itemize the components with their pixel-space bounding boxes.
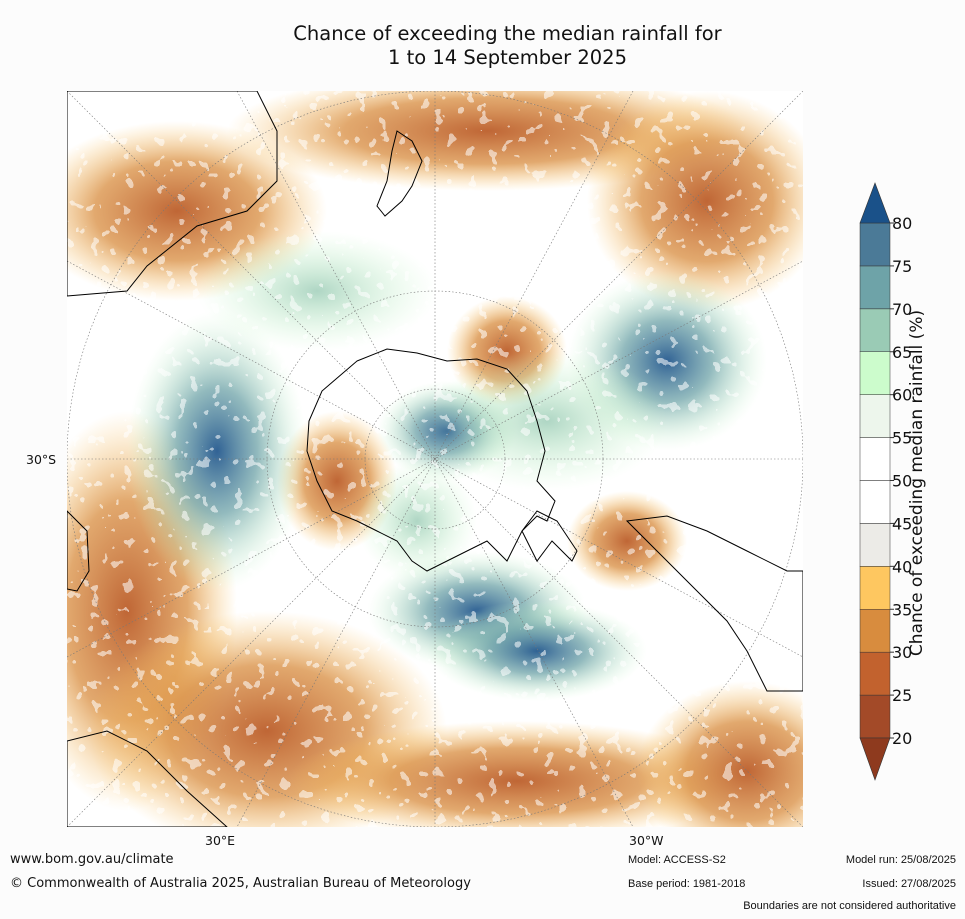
- colorbar-bin: [859, 437, 891, 481]
- colorbar-tick-label: 45: [892, 514, 912, 533]
- colorbar-tick-label: 50: [892, 472, 912, 491]
- colorbar-bin: [859, 651, 891, 696]
- colorbar-tick-label: 80: [892, 214, 912, 233]
- antarctic-peninsula: [521, 510, 578, 562]
- map-title: Chance of exceeding the median rainfall …: [0, 22, 965, 70]
- colorbar-bin: [859, 265, 891, 310]
- colorbar-bin: [859, 480, 891, 524]
- colorbar: 20 25 30 35 40 45 50 55 60 65 70 75 80: [859, 182, 912, 781]
- antarctica-coastline: [306, 348, 556, 572]
- colorbar-bin: [859, 222, 891, 267]
- lat-label-30s: 30°S: [26, 452, 57, 467]
- africa-coastline: [67, 730, 228, 827]
- footer-model: Model: ACCESS-S2: [628, 854, 726, 866]
- colorbar-tick-label: 30: [892, 643, 912, 662]
- colorbar-label: Chance of exceeding median rainfall (%): [907, 309, 927, 657]
- footer-url[interactable]: www.bom.gov.au/climate: [10, 852, 174, 867]
- colorbar-tick-label: 70: [892, 300, 912, 319]
- madagascar-coastline: [67, 510, 90, 592]
- colorbar-under-arrow: [859, 737, 891, 781]
- colorbar-bin: [859, 351, 891, 395]
- colorbar-tick-label: 65: [892, 343, 912, 362]
- footer-model-run: Model run: 25/08/2025: [845, 854, 956, 866]
- colorbar-bin: [859, 308, 891, 352]
- colorbar-tick-label: 35: [892, 600, 912, 619]
- colorbar-ticks: 20 25 30 35 40 45 50 55 60 65 70 75 80: [890, 214, 912, 748]
- footer-base-period: Base period: 1981-2018: [628, 878, 746, 890]
- colorbar-bin: [859, 609, 891, 653]
- colorbar-tick-label: 25: [892, 686, 912, 705]
- colorbar-bin: [859, 523, 891, 567]
- colorbar-tick-label: 55: [892, 429, 912, 448]
- colorbar-tick-label: 20: [892, 729, 912, 748]
- footer-copyright: © Commonwealth of Australia 2025, Austra…: [10, 876, 471, 891]
- footer-issued: Issued: 27/08/2025: [862, 878, 956, 890]
- rainfall-map: [67, 91, 803, 827]
- lon-label-30w: 30°W: [629, 833, 664, 848]
- colorbar-bin: [859, 694, 891, 739]
- colorbar-tick-label: 75: [892, 257, 912, 276]
- footer-disclaimer: Boundaries are not considered authoritat…: [743, 900, 956, 912]
- lon-label-30e: 30°E: [205, 833, 236, 848]
- rainfall-field: [67, 91, 803, 827]
- colorbar-bin: [859, 394, 891, 438]
- south-america-coastline: [625, 515, 803, 692]
- graticule: [67, 91, 803, 827]
- map-title-line2: 1 to 14 September 2025: [388, 46, 627, 69]
- australia-coastline: [67, 91, 278, 297]
- colorbar-over-arrow: [859, 182, 891, 224]
- map-title-line1: Chance of exceeding the median rainfall …: [293, 22, 722, 45]
- colorbar-tick-label: 60: [892, 386, 912, 405]
- colorbar-tick-label: 40: [892, 557, 912, 576]
- new-zealand-coastline: [376, 130, 423, 217]
- colorbar-bins: [859, 222, 891, 739]
- colorbar-bin: [859, 566, 891, 610]
